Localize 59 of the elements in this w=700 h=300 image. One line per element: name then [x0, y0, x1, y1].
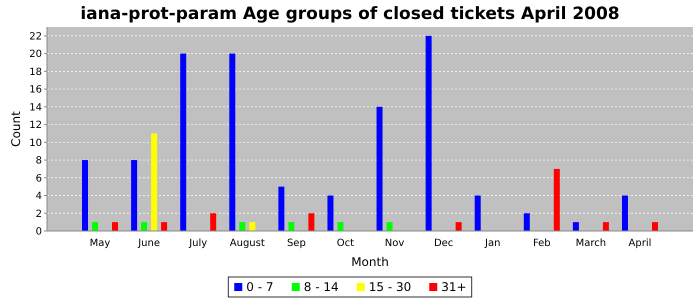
y-tick-label: 18: [29, 66, 42, 78]
bar: [602, 222, 609, 231]
bar: [151, 133, 158, 231]
bar: [249, 222, 256, 231]
x-tick-label: Jan: [484, 238, 500, 249]
y-tick-label: 22: [29, 31, 42, 42]
x-tick-label: April: [628, 238, 652, 249]
bar: [474, 196, 481, 231]
chart-title: iana-prot-param Age groups of closed tickets April 2008: [80, 4, 620, 24]
bar: [82, 160, 88, 231]
y-axis-title: Count: [9, 110, 23, 147]
bar: [229, 54, 236, 231]
bar: [239, 222, 246, 231]
legend-label: 8 - 14: [304, 280, 339, 294]
y-tick-label: 16: [29, 84, 42, 96]
bar: [308, 213, 314, 231]
y-tick-label: 14: [29, 102, 42, 114]
x-tick-label: August: [230, 238, 265, 249]
y-tick-label: 12: [29, 120, 42, 132]
x-tick-label: May: [90, 238, 110, 249]
bar: [180, 54, 186, 231]
y-tick-label: 20: [29, 49, 42, 60]
x-tick-label: July: [188, 238, 208, 249]
bar: [161, 222, 168, 231]
legend-label: 31+: [441, 280, 467, 294]
bar: [524, 213, 530, 231]
x-tick-label: Nov: [384, 238, 404, 249]
bar: [131, 160, 138, 231]
bar: [327, 196, 334, 231]
bar: [386, 222, 393, 231]
bar: [141, 222, 148, 231]
y-tick-label: 6: [36, 173, 42, 184]
bar: [112, 222, 118, 231]
x-tick-label: March: [576, 238, 606, 249]
bar: [288, 222, 294, 231]
x-axis-title: Month: [351, 255, 389, 269]
bar: [456, 222, 462, 231]
bar: [376, 106, 383, 231]
legend-label: 15 - 30: [368, 280, 412, 294]
y-tick-label: 0: [36, 226, 42, 238]
bar: [337, 222, 344, 231]
bar: [554, 168, 560, 231]
bar: [572, 222, 579, 231]
bar: [426, 36, 432, 231]
x-tick-label: June: [137, 238, 160, 249]
y-tick-label: 10: [29, 138, 42, 149]
bar: [92, 222, 98, 231]
x-tick-label: Oct: [336, 238, 354, 249]
bar: [622, 196, 628, 231]
x-tick-label: Sep: [286, 238, 306, 249]
bar: [278, 186, 284, 231]
bar: [210, 213, 216, 231]
x-tick-label: Feb: [532, 238, 551, 249]
y-tick-label: 4: [36, 191, 42, 202]
legend-label: 0 - 7: [246, 280, 274, 294]
bar: [652, 222, 658, 231]
y-tick-label: 8: [36, 156, 42, 167]
x-tick-label: Dec: [434, 238, 454, 249]
y-tick-label: 2: [36, 208, 42, 220]
